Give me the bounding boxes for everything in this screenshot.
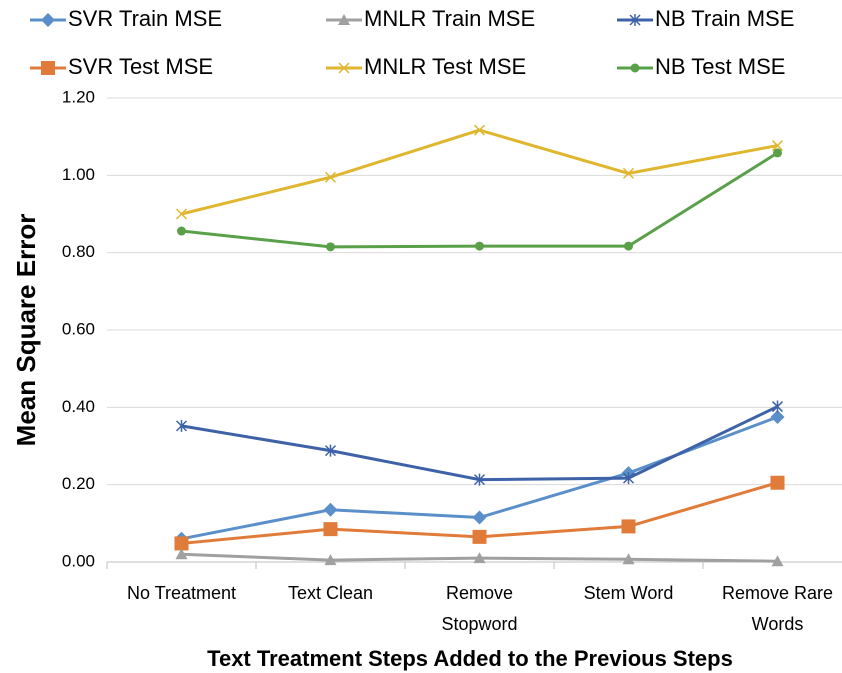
point	[473, 124, 486, 136]
legend-marker	[338, 14, 350, 25]
point	[624, 241, 633, 251]
point	[323, 522, 338, 537]
legend-label: SVR Test MSE	[68, 54, 213, 79]
x-tick-label: Text Clean	[288, 583, 373, 603]
point	[324, 554, 337, 566]
series-line	[181, 128, 778, 216]
x-tick-label: Remove Stopword	[441, 583, 517, 634]
point	[622, 472, 635, 485]
y-tick-label: 0.40	[62, 397, 95, 416]
point	[174, 536, 189, 551]
point	[771, 400, 784, 413]
point	[771, 140, 784, 152]
point	[324, 171, 337, 183]
point	[473, 473, 486, 486]
legend-marker	[338, 62, 350, 74]
legend-marker	[41, 13, 55, 27]
series-line	[181, 405, 779, 482]
x-tick-line: Remove	[446, 583, 513, 603]
point	[770, 475, 785, 490]
point	[175, 208, 188, 220]
legend-marker	[41, 61, 55, 75]
legend-label: SVR Train MSE	[68, 6, 222, 31]
y-tick-label: 1.20	[62, 87, 95, 106]
x-tick-label: Stem Word	[584, 583, 674, 603]
y-tick-label: 0.60	[62, 319, 95, 338]
legend-label: MNLR Test MSE	[364, 54, 526, 79]
point	[473, 552, 486, 564]
legend-item: SVR Test MSE	[30, 54, 213, 79]
legend-label: NB Test MSE	[655, 54, 785, 79]
legend-item: MNLR Train MSE	[326, 6, 535, 31]
point	[177, 226, 186, 236]
y-tick-label: 0.80	[62, 242, 95, 261]
x-tick-label: Remove Rare Words	[722, 583, 833, 634]
x-tick-line: Words	[752, 614, 804, 634]
point	[324, 444, 337, 457]
legend-item: SVR Train MSE	[30, 6, 222, 31]
x-tick-line: Remove Rare	[722, 583, 833, 603]
legend-marker	[629, 14, 641, 26]
y-tick-label: 0.20	[62, 474, 95, 493]
legend-item: NB Test MSE	[617, 54, 785, 79]
legend-label: MNLR Train MSE	[364, 6, 535, 31]
point	[773, 148, 782, 158]
legend-label: NB Train MSE	[655, 6, 794, 31]
legend-marker	[630, 63, 640, 73]
point	[175, 548, 188, 560]
point	[622, 167, 635, 179]
y-tick-label: 1.00	[62, 165, 95, 184]
x-axis-title: Text Treatment Steps Added to the Previo…	[207, 646, 733, 671]
point	[472, 529, 487, 544]
series-line	[181, 151, 779, 249]
point	[771, 555, 784, 567]
point	[475, 241, 484, 251]
point	[621, 519, 636, 534]
x-tick-line: Stopword	[441, 614, 517, 634]
point	[326, 242, 335, 252]
y-tick-label: 0.00	[62, 551, 95, 570]
point	[622, 553, 635, 565]
point	[472, 510, 487, 525]
point	[175, 419, 188, 432]
point	[323, 502, 338, 517]
legend-item: NB Train MSE	[617, 6, 794, 31]
point	[770, 410, 785, 424]
y-axis-title: Mean Square Error	[11, 214, 41, 447]
x-tick-label: No Treatment	[127, 583, 236, 603]
legend-item: MNLR Test MSE	[326, 54, 526, 79]
